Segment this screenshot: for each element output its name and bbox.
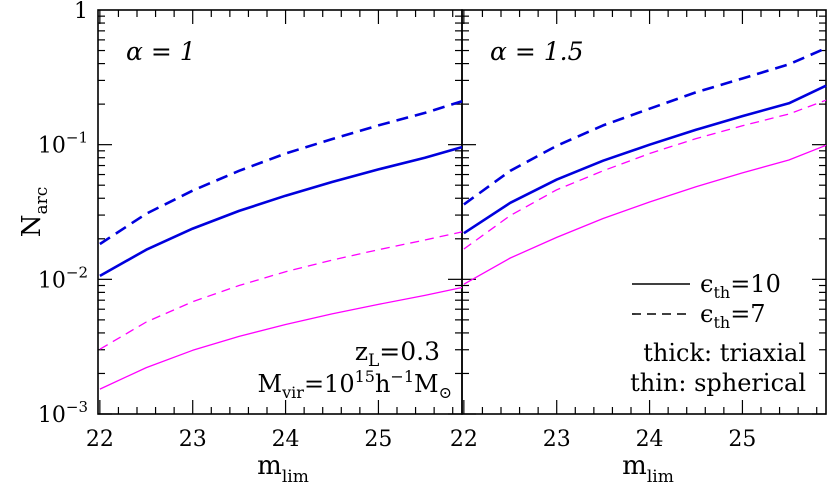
panel-1-series xyxy=(99,100,463,390)
series-line-thick-solid xyxy=(463,84,827,235)
legend-thick-triaxial: thick: triaxial xyxy=(643,339,806,367)
mass-expm1: −1 xyxy=(390,367,414,386)
redshift-annotation: zL=0.3 xyxy=(355,337,440,371)
y-tick-label: 10−3 xyxy=(38,398,88,428)
x-axis-label-2-sub: lim xyxy=(647,467,674,487)
redshift-sub: L xyxy=(368,351,379,371)
panel-2-label: α = 1.5 xyxy=(490,37,583,66)
x-tick-label: 23 xyxy=(543,427,571,452)
series-line-thick-dashed xyxy=(463,47,827,206)
x-tick-label: 25 xyxy=(364,427,392,452)
x-tick-label: 22 xyxy=(450,427,478,452)
panel-1-ticks xyxy=(98,10,462,415)
x-axis-label-1-base: m xyxy=(257,451,282,481)
legend-dashed-sub: th xyxy=(713,313,730,332)
mass-exp15: 15 xyxy=(355,367,375,386)
series-line-thin-solid xyxy=(463,144,827,285)
y-tick-label: 1 xyxy=(74,0,88,24)
x-tick-label: 25 xyxy=(728,427,756,452)
panel-2-series xyxy=(463,47,827,285)
series-line-thin-solid xyxy=(99,286,463,390)
legend-dashed-value: =7 xyxy=(730,300,765,328)
mass-odot: ⊙ xyxy=(439,383,452,402)
mass-h: h xyxy=(375,370,390,398)
x-axis-label-2-base: m xyxy=(622,451,647,481)
mass-m2: M xyxy=(414,370,439,398)
legend-dashed-symbol: ϵ xyxy=(700,300,713,328)
y-axis-label: Narc xyxy=(17,187,52,238)
mass-eq: =10 xyxy=(304,370,355,398)
series-line-thick-solid xyxy=(99,145,463,278)
redshift-value: =0.3 xyxy=(379,337,440,366)
legend-solid-label: ϵth=10 xyxy=(700,270,781,302)
legend-solid-value: =10 xyxy=(730,270,781,298)
legend-solid-symbol: ϵ xyxy=(700,270,713,298)
series-line-thick-dashed xyxy=(99,100,463,246)
mass-m: M xyxy=(258,370,283,398)
x-axis-label-2: mlim xyxy=(622,451,674,487)
panel-1-label: α = 1 xyxy=(126,37,196,66)
legend-dashed-label: ϵth=7 xyxy=(700,300,766,332)
x-tick-label: 23 xyxy=(179,427,207,452)
x-tick-label: 24 xyxy=(636,427,664,452)
legend-solid-sub: th xyxy=(713,283,730,302)
y-axis-label-base: N xyxy=(17,215,47,238)
panel-2-frame xyxy=(461,9,827,415)
series-line-thin-dashed xyxy=(463,99,827,250)
x-axis-label-1-sub: lim xyxy=(282,467,309,487)
x-axis-label-1: mlim xyxy=(257,451,309,487)
tick-labels: 22 23 24 25 10−3 10−2 10−1 1 22 23 24 25 xyxy=(38,0,757,452)
x-tick-label: 22 xyxy=(86,427,114,452)
x-tick-label: 24 xyxy=(272,427,300,452)
mass-sub: vir xyxy=(281,383,304,402)
y-tick-label: 10−1 xyxy=(38,129,88,159)
mass-annotation: Mvir=1015h−1M⊙ xyxy=(258,367,452,402)
legend-thin-spherical: thin: spherical xyxy=(630,369,806,397)
panel-2-ticks xyxy=(462,10,826,415)
series-line-thin-dashed xyxy=(99,231,463,350)
y-tick-label: 10−2 xyxy=(38,263,88,293)
redshift-z: z xyxy=(355,337,368,366)
y-axis-label-sub: arc xyxy=(32,187,52,215)
